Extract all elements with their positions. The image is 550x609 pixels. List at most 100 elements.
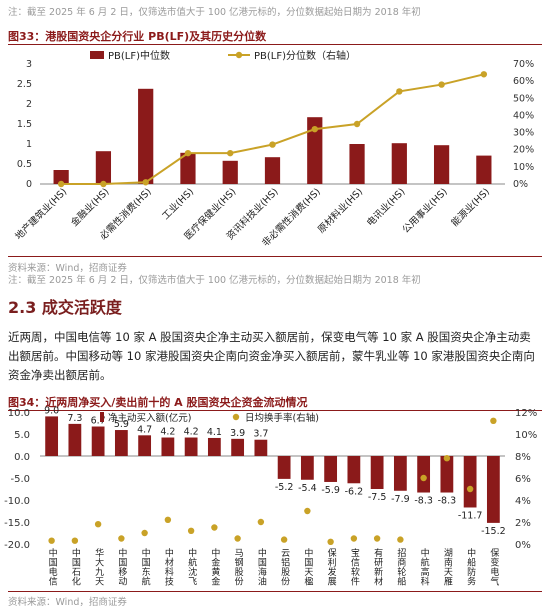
y2-tick-label: 12% [515, 408, 537, 419]
x-tick-label: 保变电气 [488, 547, 499, 586]
bar [138, 88, 154, 184]
bar [231, 438, 245, 456]
scatter-point [118, 535, 125, 542]
section-paragraph: 近两周，中国电信等 10 家 A 股国资央企净主动买入额居前，保变电气等 10 … [8, 330, 535, 382]
bar [393, 456, 407, 491]
y-tick-label: 0.5 [17, 159, 32, 170]
bar [300, 456, 314, 480]
bar [254, 439, 268, 456]
y-tick-label: 0 [26, 179, 32, 190]
data-label: -15.2 [481, 526, 506, 537]
scatter-point [466, 485, 474, 493]
data-label: -7.5 [368, 492, 387, 503]
data-label: 6.7 [91, 416, 106, 427]
bar [486, 456, 500, 523]
y2-tick-label: 2% [515, 518, 531, 529]
bar [207, 437, 221, 456]
legend-bar-label: 净主动买入额(亿元) [108, 412, 191, 424]
x-tick-label: 中国东航 [140, 547, 151, 587]
y2-tick-label: 10% [513, 162, 534, 173]
y2-tick-label: 70% [513, 59, 534, 70]
x-tick-label: 中船防务 [465, 547, 476, 587]
bar [95, 151, 112, 184]
y2-tick-label: 20% [513, 145, 534, 156]
x-tick-label: 保利发展 [326, 547, 337, 587]
scatter-point [304, 507, 311, 515]
x-tick-label: 能源业(HS) [449, 186, 492, 229]
line-point [311, 125, 318, 133]
data-label: -8.3 [438, 496, 457, 507]
y-tick-label: 1 [26, 139, 32, 150]
bar [180, 152, 196, 184]
scatter-point [187, 527, 195, 534]
y2-tick-label: 4% [515, 496, 531, 507]
x-tick-label: 中材科技 [163, 547, 174, 587]
scatter-point [350, 535, 358, 542]
bar [264, 157, 281, 184]
bar [138, 435, 152, 456]
data-label: 7.3 [67, 413, 82, 424]
y2-tick-label: 10% [515, 430, 537, 441]
line-point [100, 180, 107, 188]
x-tick-label: 中国海油 [256, 547, 267, 587]
x-tick-label: 云铝股份 [279, 548, 290, 586]
x-tick-label: 原材料业(HS) [315, 186, 365, 236]
scatter-point [420, 474, 427, 482]
bar [463, 456, 477, 508]
figure-33-source: 资料来源：Wind，招商证券 [8, 263, 127, 274]
y2-tick-label: 30% [513, 128, 534, 139]
scatter-point [280, 536, 288, 543]
y-tick-label: 10.0 [8, 408, 30, 419]
line-point [184, 149, 192, 157]
y2-tick-label: 40% [513, 110, 534, 121]
y2-tick-label: 6% [515, 474, 531, 485]
top-note: 注：截至 2025 年 6 月 2 日，仅筛选市值大于 100 亿港元标的，分位… [8, 7, 421, 18]
line-point [438, 81, 445, 88]
scatter-point [327, 538, 334, 545]
bar [347, 456, 361, 484]
section-heading: 2.3 成交活跃度 [8, 298, 122, 317]
bar [324, 456, 338, 482]
x-tick-label: 有研新材 [372, 547, 383, 586]
bar [68, 423, 82, 456]
legend-line-label: PB(LF)分位数（右轴） [254, 49, 356, 62]
figure-33-bottom-rule [8, 256, 542, 257]
y-tick-label: 5.0 [14, 430, 30, 441]
scatter-point [257, 518, 265, 526]
bar [161, 437, 175, 456]
figure-33-title: 图33：港股国资央企分行业 PB(LF)及其历史分位数 [8, 30, 267, 43]
data-label: 4.7 [137, 424, 152, 435]
scatter-point [164, 516, 172, 523]
x-tick-label: 湖南天雁 [442, 548, 453, 587]
bar [45, 416, 59, 456]
data-label: 3.7 [253, 429, 268, 440]
legend-line-marker [235, 51, 243, 59]
line-point [396, 88, 403, 95]
bar [476, 155, 492, 184]
data-label: 4.1 [207, 427, 222, 438]
x-tick-label: 中国移动 [116, 547, 127, 587]
bar [391, 143, 407, 184]
bar [307, 117, 323, 184]
scatter-point [48, 537, 55, 544]
legend-scatter-marker [232, 413, 240, 421]
data-label: -7.9 [391, 494, 410, 505]
data-label: -5.2 [275, 482, 294, 493]
line-point [142, 179, 149, 186]
y2-tick-label: 60% [513, 76, 534, 87]
x-tick-label: 地产建筑业(HS) [13, 186, 70, 243]
scatter-point [94, 521, 102, 528]
x-tick-label: 宝信软件 [349, 547, 360, 587]
scatter-point [71, 537, 79, 544]
legend-bar-swatch [90, 51, 104, 59]
x-tick-label: 华大九天 [93, 547, 104, 587]
line-point [269, 141, 276, 148]
bar [53, 170, 69, 184]
legend-bar-swatch [100, 412, 104, 422]
scatter-point [141, 529, 148, 537]
data-label: 3.9 [230, 428, 245, 439]
scatter-point [443, 455, 451, 462]
scatter-point [211, 524, 218, 531]
bar [184, 437, 198, 456]
data-label: 9.0 [44, 405, 59, 416]
